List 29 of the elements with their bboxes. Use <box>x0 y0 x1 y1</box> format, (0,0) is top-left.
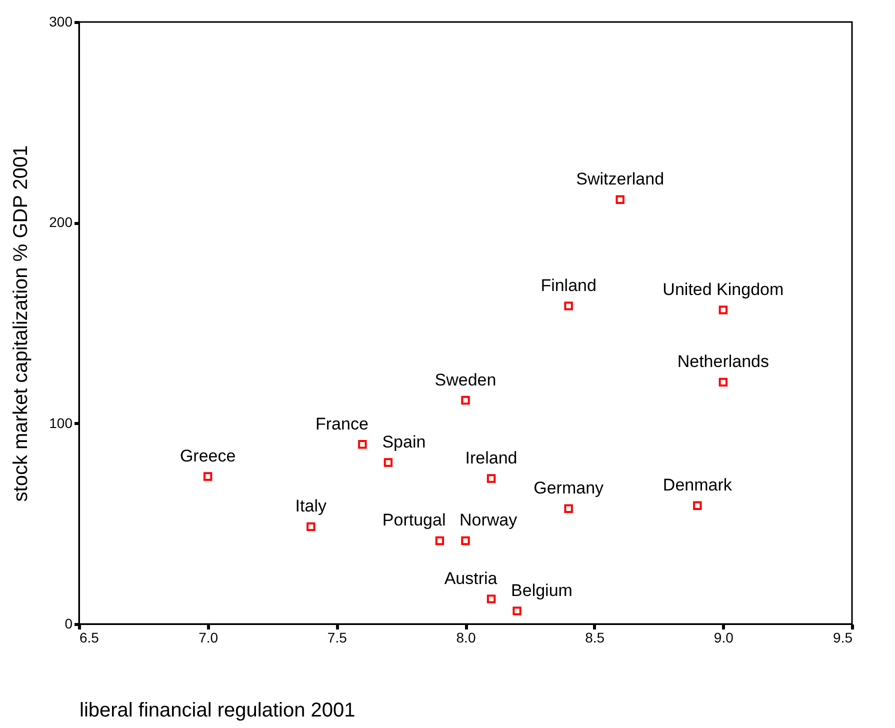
annotation: Portugal <box>382 510 446 530</box>
annotation: Austria <box>444 568 498 588</box>
annotation: United Kingdom <box>662 280 784 299</box>
annotation: Spain <box>382 432 426 452</box>
annotation: France <box>316 414 368 434</box>
annotation: Switzerland <box>576 170 664 189</box>
x-tick-label: 7.0 <box>198 630 218 646</box>
x-tick-label: 7.5 <box>327 630 348 646</box>
x-tick-label: 8.5 <box>585 630 605 646</box>
annotation: Greece <box>180 446 236 466</box>
annotation: Ireland <box>465 448 518 468</box>
x-tick-label: 9.5 <box>833 630 853 646</box>
annotation: Italy <box>295 496 327 516</box>
annotation: Netherlands <box>677 352 770 372</box>
annotation: Germany <box>534 478 604 498</box>
annotation: Belgium <box>511 580 572 600</box>
x-tick-label: 8.0 <box>456 630 476 646</box>
y-axis-title: stock market capitalization % GDP 2001 <box>10 145 32 502</box>
y-tick-label: 300 <box>49 14 73 30</box>
y-tick-label: 100 <box>49 414 73 431</box>
x-tick-label: 9.0 <box>714 630 734 646</box>
annotation: Norway <box>460 510 518 530</box>
annotation: Finland <box>540 276 596 295</box>
x-axis-title: liberal financial regulation 2001 <box>80 700 356 722</box>
annotation: Sweden <box>434 370 496 390</box>
annotation: Denmark <box>662 476 732 495</box>
y-tick-label: 200 <box>49 214 73 230</box>
y-tick-label: 0 <box>64 616 73 632</box>
x-tick-label: 6.5 <box>80 630 100 646</box>
